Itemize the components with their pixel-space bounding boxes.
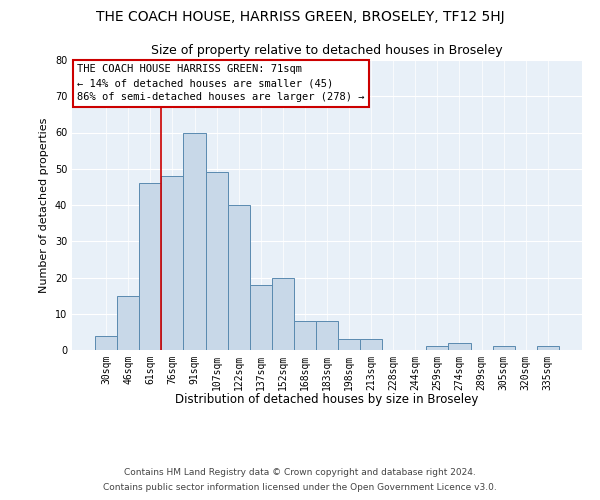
Bar: [95, 336, 117, 350]
Bar: [250, 285, 272, 350]
Bar: [493, 346, 515, 350]
Bar: [227, 205, 250, 350]
Bar: [360, 339, 382, 350]
Bar: [161, 176, 184, 350]
Y-axis label: Number of detached properties: Number of detached properties: [39, 118, 49, 292]
Bar: [294, 321, 316, 350]
Text: THE COACH HOUSE HARRISS GREEN: 71sqm
← 14% of detached houses are smaller (45)
8: THE COACH HOUSE HARRISS GREEN: 71sqm ← 1…: [77, 64, 365, 102]
Bar: [427, 346, 448, 350]
X-axis label: Distribution of detached houses by size in Broseley: Distribution of detached houses by size …: [175, 393, 479, 406]
Bar: [206, 172, 227, 350]
Bar: [184, 132, 206, 350]
Bar: [537, 346, 559, 350]
Bar: [338, 339, 360, 350]
Bar: [272, 278, 294, 350]
Text: Contains HM Land Registry data © Crown copyright and database right 2024.: Contains HM Land Registry data © Crown c…: [124, 468, 476, 477]
Bar: [448, 343, 470, 350]
Bar: [117, 296, 139, 350]
Bar: [316, 321, 338, 350]
Text: THE COACH HOUSE, HARRISS GREEN, BROSELEY, TF12 5HJ: THE COACH HOUSE, HARRISS GREEN, BROSELEY…: [95, 10, 505, 24]
Bar: [139, 183, 161, 350]
Title: Size of property relative to detached houses in Broseley: Size of property relative to detached ho…: [151, 44, 503, 58]
Text: Contains public sector information licensed under the Open Government Licence v3: Contains public sector information licen…: [103, 483, 497, 492]
